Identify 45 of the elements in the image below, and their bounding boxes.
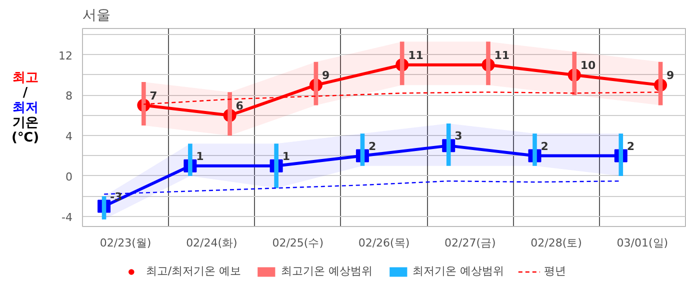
bar [618, 134, 624, 176]
legend-label: 최저기온 예상범위 [412, 264, 504, 278]
bar [446, 123, 451, 166]
data-label: 1 [196, 150, 204, 163]
data-label: 2 [540, 140, 548, 153]
data-label: 9 [666, 69, 674, 82]
data-label: 11 [494, 48, 510, 62]
x-tick-label: 03/01(일) [616, 236, 668, 250]
x-tick-label: 02/25(수) [272, 236, 324, 250]
bar [486, 42, 490, 86]
x-tick-label: 02/28(토) [530, 236, 582, 250]
data-label: 10 [580, 58, 596, 72]
chart-title: 서울 [82, 8, 110, 24]
legend-label: 최고기온 예상범위 [281, 264, 373, 278]
data-label: 3 [454, 130, 462, 143]
data-label: 7 [150, 89, 158, 102]
x-tick-label: 02/24(화) [186, 236, 238, 250]
bar [360, 134, 365, 166]
x-tick-label: 02/26(목) [358, 236, 410, 250]
bar [274, 144, 278, 188]
x-tick-label: 02/23(월) [100, 236, 152, 250]
bar [102, 196, 106, 220]
y-tick-label: 8 [66, 90, 72, 103]
data-label: 2 [626, 140, 635, 153]
legend-label: 최고/최저기온 예보 [146, 264, 242, 278]
data-label: 9 [322, 69, 330, 82]
data-label: 11 [408, 48, 424, 62]
data-label: 6 [236, 99, 244, 112]
bar [658, 62, 663, 106]
data-label: 1 [282, 150, 290, 163]
x-tick-label: 02/27(금) [444, 236, 496, 250]
y-tick-label: 12 [58, 49, 73, 62]
bar [188, 144, 192, 176]
y-axis-title: 최고 / 최저 기온 (℃) [11, 70, 40, 146]
bar [142, 82, 146, 126]
data-label: 2 [368, 140, 376, 153]
bar [572, 52, 577, 96]
y-tick-label: 0 [66, 170, 72, 184]
bar [400, 42, 404, 86]
bar [228, 92, 232, 136]
y-tick-label: -4 [62, 210, 72, 224]
legend-label: 평년 [544, 264, 566, 278]
bar [314, 62, 318, 106]
y-tick-label: 4 [66, 130, 72, 144]
bar [532, 134, 537, 166]
